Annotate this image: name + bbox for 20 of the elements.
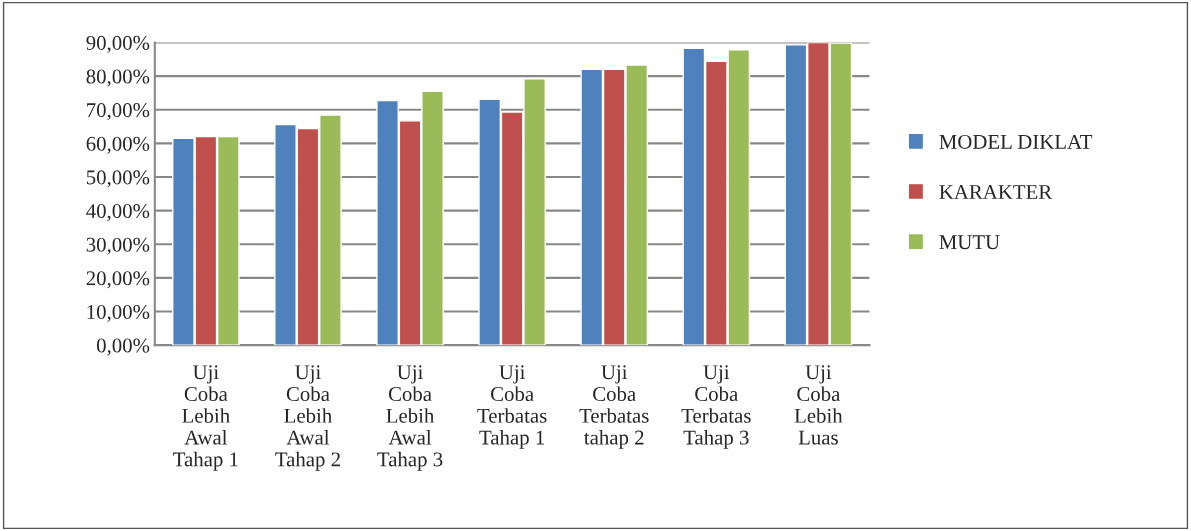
y-tick-label: 0,00%: [96, 338, 150, 356]
y-tick-label: 10,00%: [87, 304, 150, 322]
y-tick-label: 90,00%: [86, 35, 150, 53]
x-tick-label: Uji Coba Lebih Awal Tahap 2: [275, 365, 340, 471]
y-tick-label: 80,00%: [86, 69, 150, 87]
y-tick-label: 30,00%: [86, 237, 150, 255]
y-tick-label: 70,00%: [87, 103, 150, 121]
x-tick-label: Uji Coba Lebih Awal Tahap 3: [377, 365, 443, 471]
x-tick-label: Uji Coba Lebih Awal Tahap 1: [173, 365, 238, 471]
y-tick-label: 40,00%: [86, 204, 150, 222]
x-tick-label: Uji Coba Terbatas tahap 2: [579, 365, 649, 449]
x-tick-label: Uji Coba Lebih Luas: [794, 365, 843, 445]
y-tick-label: 50,00%: [86, 170, 150, 188]
y-tick-label: 60,00%: [86, 136, 150, 154]
x-tick-label: Uji Coba Terbatas Tahap 3: [681, 365, 751, 449]
y-tick-label: 20,00%: [86, 271, 150, 289]
legend-label: KARAKTER: [939, 185, 1053, 199]
legend-label: MODEL DIKLAT: [939, 134, 1093, 149]
legend-label: MUTU: [939, 235, 1000, 250]
x-tick-label: Uji Coba Terbatas Tahap 1: [477, 365, 547, 449]
